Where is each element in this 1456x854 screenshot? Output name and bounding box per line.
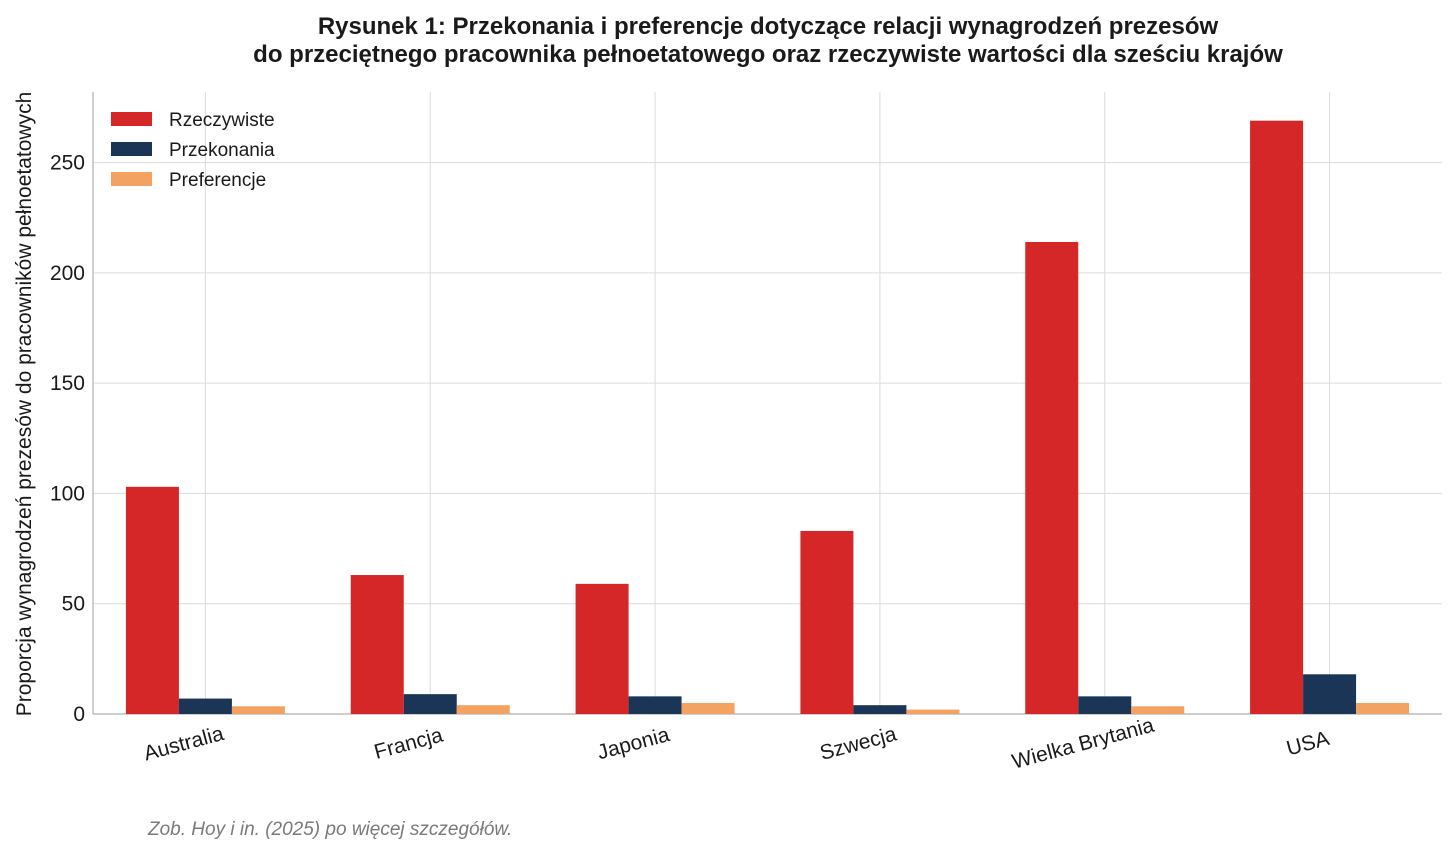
x-tick-labels: Australia Francja Japonia Szwecja Wielka Bry…	[141, 714, 1331, 774]
bar-przekonania-australia	[178, 698, 232, 714]
bars	[125, 120, 1410, 714]
x-tick-label: USA	[1284, 727, 1332, 760]
bar-przekonania-francja	[403, 694, 457, 714]
y-tick-label: 200	[50, 262, 85, 285]
y-tick-label: 250	[50, 152, 85, 175]
bar-przekonania-wielka-brytania	[1078, 696, 1132, 714]
x-tick-label: Japonia	[595, 723, 672, 764]
bar-preferencje-japonia	[681, 702, 735, 714]
legend: Rzeczywiste Przekonania Preferencje	[111, 110, 275, 191]
x-tick-label: Wielka Brytania	[1010, 714, 1157, 774]
bar-rzeczywiste-usa	[1250, 120, 1304, 714]
source-note: Zob. Hoy i in. (2025) po więcej szczegół…	[147, 819, 512, 840]
x-tick-label: Australia	[141, 722, 226, 765]
legend-swatch-przekonania	[111, 142, 152, 156]
chart-title-line-1: Rysunek 1: Przekonania i preferencje dot…	[318, 13, 1219, 40]
y-tick-label: 100	[50, 482, 85, 505]
bar-rzeczywiste-wielka-brytania	[1025, 241, 1079, 714]
x-tick-label: Szwecja	[817, 722, 899, 765]
legend-label-przekonania: Przekonania	[169, 140, 275, 161]
x-tick-label: Francja	[372, 723, 446, 763]
bar-preferencje-australia	[231, 706, 285, 714]
bar-preferencje-szwecja	[906, 709, 960, 714]
y-tick-label: 150	[50, 372, 85, 395]
y-tick-label: 0	[73, 703, 85, 726]
axes	[92, 92, 1442, 715]
y-tick-label: 50	[62, 593, 85, 616]
bar-rzeczywiste-francja	[350, 575, 404, 714]
bar-przekonania-japonia	[628, 696, 682, 714]
bar-rzeczywiste-japonia	[575, 583, 629, 714]
bar-rzeczywiste-australia	[125, 486, 179, 714]
bar-preferencje-francja	[456, 705, 510, 714]
y-tick-labels: 0 50 100 150 200 250	[50, 152, 85, 726]
legend-label-preferencje: Preferencje	[169, 170, 266, 191]
bar-preferencje-wielka-brytania	[1131, 706, 1185, 714]
legend-label-rzeczywiste: Rzeczywiste	[169, 110, 275, 131]
bar-przekonania-usa	[1303, 674, 1357, 714]
legend-swatch-preferencje	[111, 172, 152, 186]
bar-przekonania-szwecja	[853, 705, 907, 714]
legend-swatch-rzeczywiste	[111, 112, 152, 126]
bar-preferencje-usa	[1356, 702, 1410, 714]
chart-title-line-2: do przeciętnego pracownika pełnoetatoweg…	[253, 41, 1283, 68]
y-axis-label: Proporcja wynagrodzeń prezesów do pracow…	[13, 92, 36, 717]
bar-rzeczywiste-szwecja	[800, 530, 854, 714]
grid-lines	[93, 92, 1442, 714]
